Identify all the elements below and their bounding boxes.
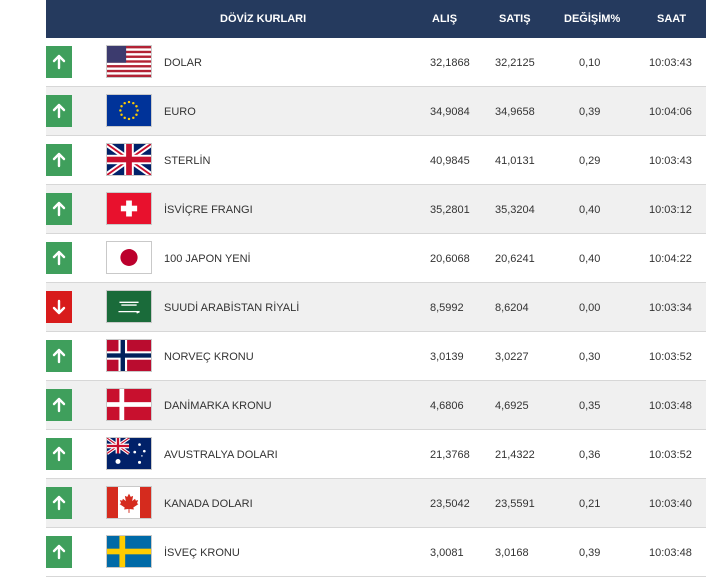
table-row[interactable]: İSVEÇ KRONU 3,0081 3,0168 0,39 10:03:48 xyxy=(46,528,706,577)
buy-rate: 32,1868 xyxy=(430,57,470,69)
header-title: DÖVİZ KURLARI xyxy=(220,13,307,25)
table-row[interactable]: DANİMARKA KRONU 4,6806 4,6925 0,35 10:03:48 xyxy=(46,381,706,430)
change-percent: 0,35 xyxy=(579,400,601,412)
arrow-up-icon xyxy=(46,487,72,519)
currency-name[interactable]: KANADA DOLARI xyxy=(164,498,253,510)
currency-name[interactable]: 100 JAPON YENİ xyxy=(164,253,251,265)
buy-rate: 40,9845 xyxy=(430,155,470,167)
buy-rate: 20,6068 xyxy=(430,253,470,265)
update-time: 10:03:34 xyxy=(649,302,692,314)
sell-rate: 35,3204 xyxy=(495,204,535,216)
currency-name[interactable]: İSVİÇRE FRANGI xyxy=(164,204,253,216)
change-percent: 0,40 xyxy=(579,253,601,265)
buy-rate: 3,0081 xyxy=(430,547,464,559)
table-row[interactable]: SUUDİ ARABİSTAN RİYALİ 8,5992 8,6204 0,00 10… xyxy=(46,283,706,332)
sell-rate: 34,9658 xyxy=(495,106,535,118)
currency-name[interactable]: DOLAR xyxy=(164,57,202,69)
update-time: 10:04:22 xyxy=(649,253,692,265)
uk-flag-icon xyxy=(106,143,152,176)
change-percent: 0,10 xyxy=(579,57,601,69)
sell-rate: 3,0227 xyxy=(495,351,529,363)
japan-flag-icon xyxy=(106,241,152,274)
arrow-up-icon xyxy=(46,193,72,225)
change-percent: 0,39 xyxy=(579,106,601,118)
update-time: 10:03:52 xyxy=(649,351,692,363)
arrow-up-icon xyxy=(46,536,72,568)
update-time: 10:04:06 xyxy=(649,106,692,118)
change-percent: 0,30 xyxy=(579,351,601,363)
arrow-up-icon xyxy=(46,144,72,176)
australia-flag-icon xyxy=(106,437,152,470)
arrow-down-icon xyxy=(46,291,72,323)
buy-rate: 34,9084 xyxy=(430,106,470,118)
currency-name[interactable]: STERLİN xyxy=(164,155,211,167)
sell-rate: 23,5591 xyxy=(495,498,535,510)
sell-rate: 41,0131 xyxy=(495,155,535,167)
sell-rate: 20,6241 xyxy=(495,253,535,265)
arrow-up-icon xyxy=(46,46,72,78)
norway-flag-icon xyxy=(106,339,152,372)
table-row[interactable]: İSVİÇRE FRANGI 35,2801 35,3204 0,40 10:03:12 xyxy=(46,185,706,234)
saudi-flag-icon xyxy=(106,290,152,323)
buy-rate: 35,2801 xyxy=(430,204,470,216)
sell-rate: 32,2125 xyxy=(495,57,535,69)
change-percent: 0,36 xyxy=(579,449,601,461)
buy-rate: 8,5992 xyxy=(430,302,464,314)
header-time[interactable]: SAAT xyxy=(657,13,687,25)
currency-name[interactable]: NORVEÇ KRONU xyxy=(164,351,254,363)
arrow-up-icon xyxy=(46,438,72,470)
header-buy[interactable]: ALIŞ xyxy=(432,13,458,25)
currency-name[interactable]: DANİMARKA KRONU xyxy=(164,400,272,412)
arrow-up-icon xyxy=(46,242,72,274)
update-time: 10:03:48 xyxy=(649,400,692,412)
table-row[interactable]: AVUSTRALYA DOLARI 21,3768 21,4322 0,36 10:03… xyxy=(46,430,706,479)
buy-rate: 21,3768 xyxy=(430,449,470,461)
update-time: 10:03:48 xyxy=(649,547,692,559)
buy-rate: 3,0139 xyxy=(430,351,464,363)
currency-table: DÖVİZ KURLARI ALIŞ SATIŞ DEĞİŞİM% SAAT D… xyxy=(46,0,706,577)
buy-rate: 4,6806 xyxy=(430,400,464,412)
arrow-up-icon xyxy=(46,389,72,421)
currency-name[interactable]: SUUDİ ARABİSTAN RİYALİ xyxy=(164,302,300,314)
update-time: 10:03:43 xyxy=(649,57,692,69)
table-row[interactable]: 100 JAPON YENİ 20,6068 20,6241 0,40 10:04:22 xyxy=(46,234,706,283)
swiss-flag-icon xyxy=(106,192,152,225)
currency-name[interactable]: AVUSTRALYA DOLARI xyxy=(164,449,278,461)
change-percent: 0,21 xyxy=(579,498,601,510)
table-header: DÖVİZ KURLARI ALIŞ SATIŞ DEĞİŞİM% SAAT xyxy=(46,0,706,38)
change-percent: 0,00 xyxy=(579,302,601,314)
sell-rate: 3,0168 xyxy=(495,547,529,559)
sell-rate: 21,4322 xyxy=(495,449,535,461)
currency-name[interactable]: İSVEÇ KRONU xyxy=(164,547,240,559)
update-time: 10:03:43 xyxy=(649,155,692,167)
table-row[interactable]: NORVEÇ KRONU 3,0139 3,0227 0,30 10:03:52 xyxy=(46,332,706,381)
change-percent: 0,29 xyxy=(579,155,601,167)
sweden-flag-icon xyxy=(106,535,152,568)
update-time: 10:03:12 xyxy=(649,204,692,216)
change-percent: 0,40 xyxy=(579,204,601,216)
update-time: 10:03:52 xyxy=(649,449,692,461)
header-change[interactable]: DEĞİŞİM% xyxy=(564,13,621,25)
table-row[interactable]: DOLAR 32,1868 32,2125 0,10 10:03:43 xyxy=(46,38,706,87)
change-percent: 0,39 xyxy=(579,547,601,559)
denmark-flag-icon xyxy=(106,388,152,421)
table-row[interactable]: STERLİN 40,9845 41,0131 0,29 10:03:43 xyxy=(46,136,706,185)
table-row[interactable]: EURO 34,9084 34,9658 0,39 10:04:06 xyxy=(46,87,706,136)
currency-name[interactable]: EURO xyxy=(164,106,196,118)
sell-rate: 4,6925 xyxy=(495,400,529,412)
table-body: DOLAR 32,1868 32,2125 0,10 10:03:43 EURO 34,90… xyxy=(46,38,706,577)
header-sell[interactable]: SATIŞ xyxy=(499,13,531,25)
canada-flag-icon xyxy=(106,486,152,519)
buy-rate: 23,5042 xyxy=(430,498,470,510)
arrow-up-icon xyxy=(46,340,72,372)
table-row[interactable]: KANADA DOLARI 23,5042 23,5591 0,21 10:03:40 xyxy=(46,479,706,528)
arrow-up-icon xyxy=(46,95,72,127)
update-time: 10:03:40 xyxy=(649,498,692,510)
sell-rate: 8,6204 xyxy=(495,302,529,314)
us-flag-icon xyxy=(106,45,152,78)
eu-flag-icon xyxy=(106,94,152,127)
